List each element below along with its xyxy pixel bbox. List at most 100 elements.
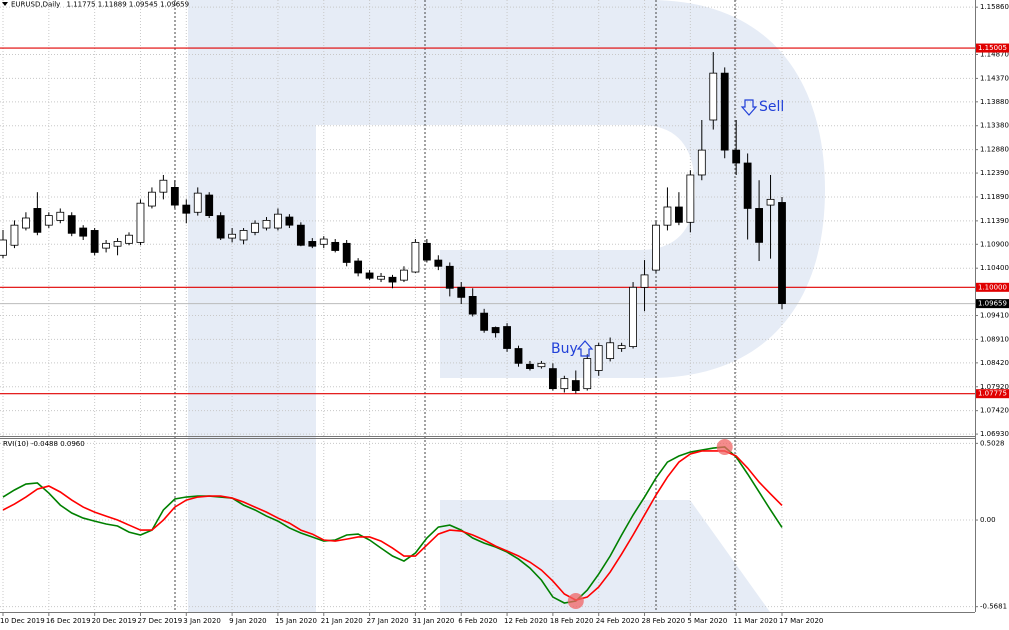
indicator-header: RVI(10) -0.0488 0.0960 bbox=[3, 440, 85, 448]
candle-body bbox=[434, 259, 443, 267]
y-tick-label: 1.13880 bbox=[980, 98, 1009, 106]
candle-body bbox=[205, 194, 214, 217]
candle-body bbox=[102, 242, 111, 249]
candle-body bbox=[0, 239, 7, 256]
highlight-point bbox=[567, 593, 584, 610]
candle-body bbox=[491, 327, 500, 334]
candle-body bbox=[480, 312, 489, 331]
y-tick-label: 0.5028 bbox=[980, 439, 1005, 447]
candle-body bbox=[422, 242, 431, 261]
x-tick-label: 20 Dec 2019 bbox=[92, 617, 137, 625]
candle-body bbox=[342, 242, 351, 263]
candle-body bbox=[159, 179, 168, 193]
candle-body bbox=[445, 265, 454, 289]
candle-body bbox=[136, 202, 145, 243]
candle-body bbox=[33, 208, 42, 233]
candle-body bbox=[674, 206, 683, 223]
candle-body bbox=[686, 174, 695, 223]
watermark-leg bbox=[440, 500, 770, 612]
candle-body bbox=[583, 358, 592, 390]
candle-body bbox=[44, 215, 53, 226]
y-tick-label: 1.12880 bbox=[980, 146, 1009, 154]
y-tick-label: -0.5681 bbox=[980, 603, 1007, 611]
header-close: 1.09659 bbox=[160, 1, 189, 9]
candle-body bbox=[216, 215, 225, 239]
x-tick-label: 6 Feb 2020 bbox=[458, 617, 497, 625]
candle-body bbox=[697, 149, 706, 176]
candle-body bbox=[10, 224, 19, 246]
candle-body bbox=[778, 202, 786, 305]
candle-body bbox=[411, 241, 420, 273]
plot bbox=[0, 47, 975, 610]
buy-arrow bbox=[576, 340, 594, 357]
x-tick-label: 3 Jan 2020 bbox=[183, 617, 221, 625]
buy-annotation: Buy bbox=[551, 341, 578, 357]
y-tick-label: 1.13380 bbox=[980, 122, 1009, 130]
x-tick-label: 27 Dec 2019 bbox=[137, 617, 182, 625]
x-tick-label: 16 Dec 2019 bbox=[46, 617, 91, 625]
candle-body bbox=[755, 208, 763, 243]
candle-body bbox=[262, 219, 271, 229]
candle-body bbox=[514, 348, 523, 364]
candle-body bbox=[594, 345, 603, 371]
chart-header: EURUSD,Daily 1.11775 1.11889 1.09545 1.0… bbox=[11, 1, 189, 9]
y-tick-label: 1.08420 bbox=[980, 359, 1009, 367]
level-label: 1.10000 bbox=[978, 283, 1007, 291]
x-tick-label: 28 Feb 2020 bbox=[642, 617, 686, 625]
candle-body bbox=[720, 72, 729, 151]
candle-body bbox=[90, 230, 99, 253]
y-tick-label: 1.08910 bbox=[980, 335, 1009, 343]
candle-body bbox=[239, 230, 248, 241]
y-tick-label: 1.09410 bbox=[980, 312, 1009, 320]
candle-body bbox=[113, 241, 122, 247]
candle-body bbox=[285, 216, 294, 226]
watermark-bowl bbox=[316, 0, 825, 378]
x-tick-label: 11 Mar 2020 bbox=[733, 617, 777, 625]
y-tick-label: 1.07920 bbox=[980, 383, 1009, 391]
x-tick-label: 24 Feb 2020 bbox=[596, 617, 640, 625]
candle-body bbox=[193, 192, 202, 213]
candle-body bbox=[319, 238, 328, 245]
x-tick-label: 5 Mar 2020 bbox=[687, 617, 727, 625]
level-label: 1.07775 bbox=[978, 390, 1007, 398]
y-tick-label: 0.00 bbox=[980, 516, 996, 524]
indicator-line bbox=[2, 446, 783, 604]
sell-arrow bbox=[740, 99, 758, 116]
x-tick-label: 10 Dec 2019 bbox=[0, 617, 45, 625]
candle-body bbox=[274, 213, 282, 229]
y-tick-label: 1.14870 bbox=[980, 51, 1009, 59]
x-tick-label: 18 Feb 2020 bbox=[550, 617, 594, 625]
menu-triangle bbox=[2, 2, 8, 6]
candle-body bbox=[560, 378, 569, 390]
candle-body bbox=[308, 241, 317, 247]
header-open: 1.11775 bbox=[67, 1, 96, 9]
candle-body bbox=[79, 227, 88, 237]
candle-body bbox=[571, 380, 580, 391]
candle-body bbox=[251, 222, 259, 233]
candle-body bbox=[548, 368, 557, 390]
period-separators bbox=[174, 0, 736, 612]
candle-body bbox=[629, 286, 637, 348]
candle-body bbox=[743, 162, 752, 209]
indicator-signal: 0.0960 bbox=[60, 440, 85, 448]
candle-body bbox=[663, 206, 672, 226]
x-tick-label: 21 Jan 2020 bbox=[321, 617, 363, 625]
y-tick-label: 1.15860 bbox=[980, 3, 1009, 11]
candle-body bbox=[503, 326, 511, 349]
x-tick-label: 27 Jan 2020 bbox=[367, 617, 409, 625]
candle-body bbox=[617, 345, 626, 349]
candle-body bbox=[640, 274, 649, 288]
y-tick-label: 1.07420 bbox=[980, 407, 1009, 415]
y-tick-label: 1.10400 bbox=[980, 264, 1009, 272]
y-tick-label: 1.06930 bbox=[980, 430, 1009, 438]
level-label-box bbox=[976, 389, 1009, 399]
x-tick-label: 12 Feb 2020 bbox=[504, 617, 548, 625]
candle-body bbox=[22, 217, 30, 229]
candle-body bbox=[652, 224, 660, 271]
x-tick-label: 9 Jan 2020 bbox=[229, 617, 267, 625]
indicator-line bbox=[2, 450, 783, 601]
level-label: 1.15005 bbox=[978, 44, 1007, 52]
last-price-label: 1.09659 bbox=[978, 300, 1007, 308]
indicator-name: RVI(10) bbox=[3, 440, 29, 448]
